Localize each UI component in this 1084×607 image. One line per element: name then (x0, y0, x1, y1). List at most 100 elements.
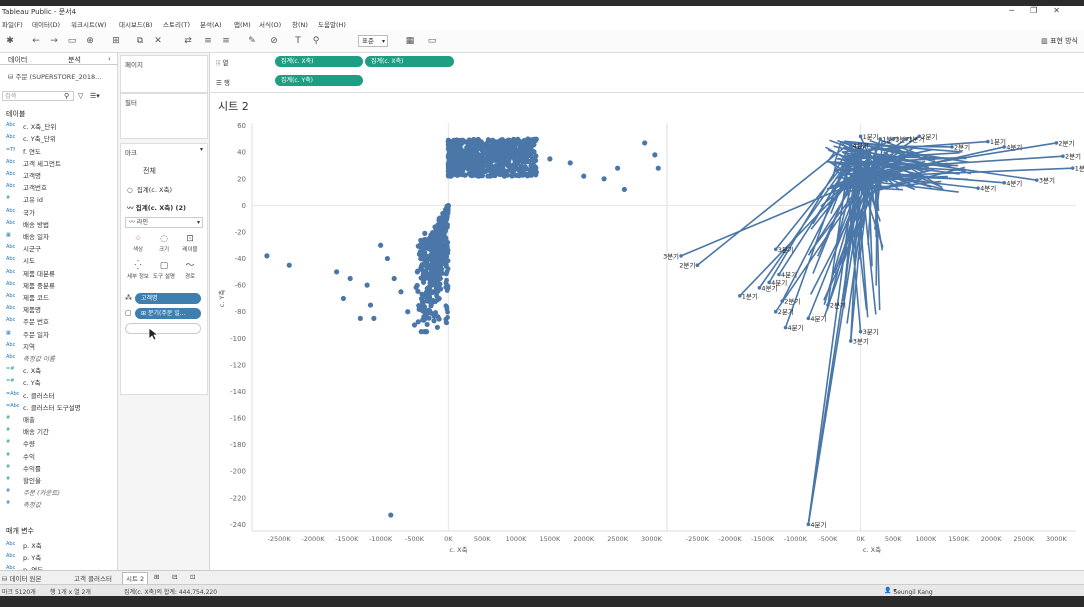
empty-pill-drop[interactable] (125, 323, 201, 334)
marks-item-2[interactable]: 〰 집계(c. X축) (2) (127, 204, 186, 212)
field-item[interactable]: Abc 제품 중분류 (0, 279, 118, 291)
field-item[interactable]: # 측정값 (0, 498, 118, 510)
fit-select[interactable]: 표준 (358, 35, 388, 47)
field-item[interactable]: Abc 국가 (0, 206, 118, 218)
tab-sheet2[interactable]: 시트 2 (122, 572, 149, 584)
field-item[interactable]: Abc p. Y축 (0, 551, 118, 563)
pin-icon[interactable]: ⚲ (312, 36, 320, 46)
datasource-item[interactable]: ⛁ 주문 (SUPERSTORE_2018... (8, 73, 102, 81)
pill-customer[interactable]: 고객명 (135, 293, 201, 304)
close-icon[interactable]: ✕ (1053, 6, 1076, 15)
sort-asc-icon[interactable]: ≡ (204, 36, 212, 46)
clear-icon[interactable]: ✕ (154, 36, 162, 46)
marks-all[interactable]: 전체 (143, 167, 156, 175)
field-item[interactable]: =Abc c. 클러스터 (0, 389, 118, 401)
field-item[interactable]: Abc 고객 세그먼트 (0, 157, 118, 169)
field-item[interactable]: # 수량 (0, 437, 118, 449)
tooltip-button[interactable]: ▢ 도구 설명 (151, 260, 177, 288)
new-sheet-icon[interactable]: ⊞ (112, 36, 120, 46)
columns-pill-2[interactable]: 집계(c. X축) (365, 56, 454, 67)
label-button[interactable]: ⊡ 레이블 (177, 233, 203, 257)
field-item[interactable]: Abc p. X축 (0, 539, 118, 551)
pill-quarter[interactable]: ⊞ 분기(주문 일... (135, 308, 201, 319)
field-item[interactable]: Abc 제품 대분류 (0, 267, 118, 279)
field-item[interactable]: Abc 제품 코드 (0, 291, 118, 303)
field-item[interactable]: =# c. X축 (0, 364, 118, 376)
menu-story[interactable]: 스토리(T) (163, 21, 190, 29)
field-item[interactable]: Abc 시도 (0, 254, 118, 266)
menu-worksheet[interactable]: 워크시트(W) (71, 21, 107, 29)
menu-dashboard[interactable]: 대시보드(B) (119, 21, 153, 29)
filters-card[interactable]: 필터 (120, 93, 208, 139)
window-controls[interactable]: ─❐✕ (1009, 6, 1076, 15)
presentation-icon[interactable]: ▦ (405, 36, 415, 46)
new-dashboard-icon[interactable]: ⊟ (172, 573, 178, 581)
field-item[interactable]: ▦ 주문 일자 (0, 328, 118, 340)
tableau-logo-icon[interactable]: ✱ (6, 36, 14, 46)
duplicate-icon[interactable]: ⧉ (136, 36, 144, 46)
menu-analysis[interactable]: 분석(A) (200, 21, 222, 29)
menu-map[interactable]: 맵(M) (234, 21, 251, 29)
field-item[interactable]: Abc 고객번호 (0, 181, 118, 193)
field-item[interactable]: # 주문 (카운트) (0, 486, 118, 498)
field-item[interactable]: # 배송 기간 (0, 425, 118, 437)
field-item[interactable]: =Tf f. 연도 (0, 145, 118, 157)
new-story-icon[interactable]: ⊡ (190, 573, 196, 581)
field-item[interactable]: ▦ 배송 일자 (0, 230, 118, 242)
search-icon[interactable]: ⚲ (64, 92, 70, 100)
minimize-icon[interactable]: ─ (1009, 6, 1031, 15)
field-item[interactable]: Abc c. X축_단위 (0, 120, 118, 132)
size-button[interactable]: ◌ 크기 (151, 233, 177, 257)
sort-desc-icon[interactable]: ≡ (222, 36, 230, 46)
field-item[interactable]: Abc 주문 번호 (0, 315, 118, 327)
menu-data[interactable]: 데이터(D) (32, 21, 61, 29)
undo-icon[interactable]: ← (32, 36, 40, 46)
mark-type-select[interactable]: 〰 라인 ▾ (125, 217, 203, 228)
save-icon[interactable]: ▭ (67, 36, 77, 46)
share-icon[interactable]: ▭ (427, 36, 437, 46)
field-item[interactable]: Abc 지역 (0, 340, 118, 352)
show-me-button[interactable]: ▥ 표현 방식 (1041, 37, 1078, 45)
menu-window[interactable]: 창(N) (292, 21, 308, 29)
highlight-icon[interactable]: ✎ (248, 36, 256, 46)
field-item[interactable]: # 할인율 (0, 474, 118, 486)
field-item[interactable]: # 수익 (0, 450, 118, 462)
tab-analysis[interactable]: 분석 (68, 56, 81, 64)
field-item[interactable]: Abc 제품명 (0, 303, 118, 315)
detail-button[interactable]: ⁛ 세부 정보 (125, 260, 151, 288)
field-item[interactable]: Abc 측정값 이름 (0, 352, 118, 364)
rows-pill-1[interactable]: 집계(c. Y축) (275, 75, 363, 86)
label-toggle-icon[interactable]: T (295, 36, 301, 46)
path-button[interactable]: 〜 경로 (177, 260, 203, 284)
field-item[interactable]: =# c. Y축 (0, 376, 118, 388)
menu-help[interactable]: 도움말(H) (318, 21, 346, 29)
field-item[interactable]: Abc 시군구 (0, 242, 118, 254)
search-input[interactable]: 검색 (2, 91, 74, 101)
field-item[interactable]: # 고유 id (0, 193, 118, 205)
field-item[interactable]: # 수익률 (0, 462, 118, 474)
field-item[interactable]: Abc 배송 방법 (0, 218, 118, 230)
tab-customer-cluster[interactable]: 고객 클러스터 (74, 575, 112, 583)
menu-file[interactable]: 파일(F) (2, 21, 23, 29)
tab-data[interactable]: 데이터 (8, 56, 28, 64)
filter-icon[interactable]: ▽ (78, 92, 84, 100)
user-menu[interactable]: 👤 Seungil Kang ▾ (884, 587, 933, 596)
field-item[interactable]: Abc c. Y축_단위 (0, 132, 118, 144)
field-item[interactable]: =Abc c. 클러스터 도구설명 (0, 401, 118, 413)
tab-datasource[interactable]: ⛁ 데이터 원본 (2, 575, 42, 583)
group-icon[interactable]: ⊘ (270, 36, 278, 46)
field-item[interactable]: Abc 고객명 (0, 169, 118, 181)
field-item[interactable]: # 매출 (0, 413, 118, 425)
redo-icon[interactable]: → (50, 36, 58, 46)
add-datasource-icon[interactable]: ⊕ (86, 36, 94, 46)
view-options-icon[interactable]: ☰▾ (90, 92, 100, 100)
columns-pill-1[interactable]: 집계(c. X축) (275, 56, 363, 67)
collapse-icon[interactable]: ‹ (108, 55, 111, 63)
pages-card[interactable]: 페이지 (120, 55, 208, 93)
new-worksheet-icon[interactable]: ⊞ (154, 573, 160, 581)
marks-dropdown-icon[interactable]: ▾ (199, 146, 203, 153)
marks-item-1[interactable]: ○ 집계(c. X축) (127, 186, 172, 194)
menu-format[interactable]: 서식(O) (259, 21, 282, 29)
color-button[interactable]: ⁘ 색상 (125, 233, 151, 257)
chart-svg[interactable]: 60 40 20 0 -20 -40 -60 -80 -100 -120 -140 -160 -180 -… (210, 113, 1084, 570)
